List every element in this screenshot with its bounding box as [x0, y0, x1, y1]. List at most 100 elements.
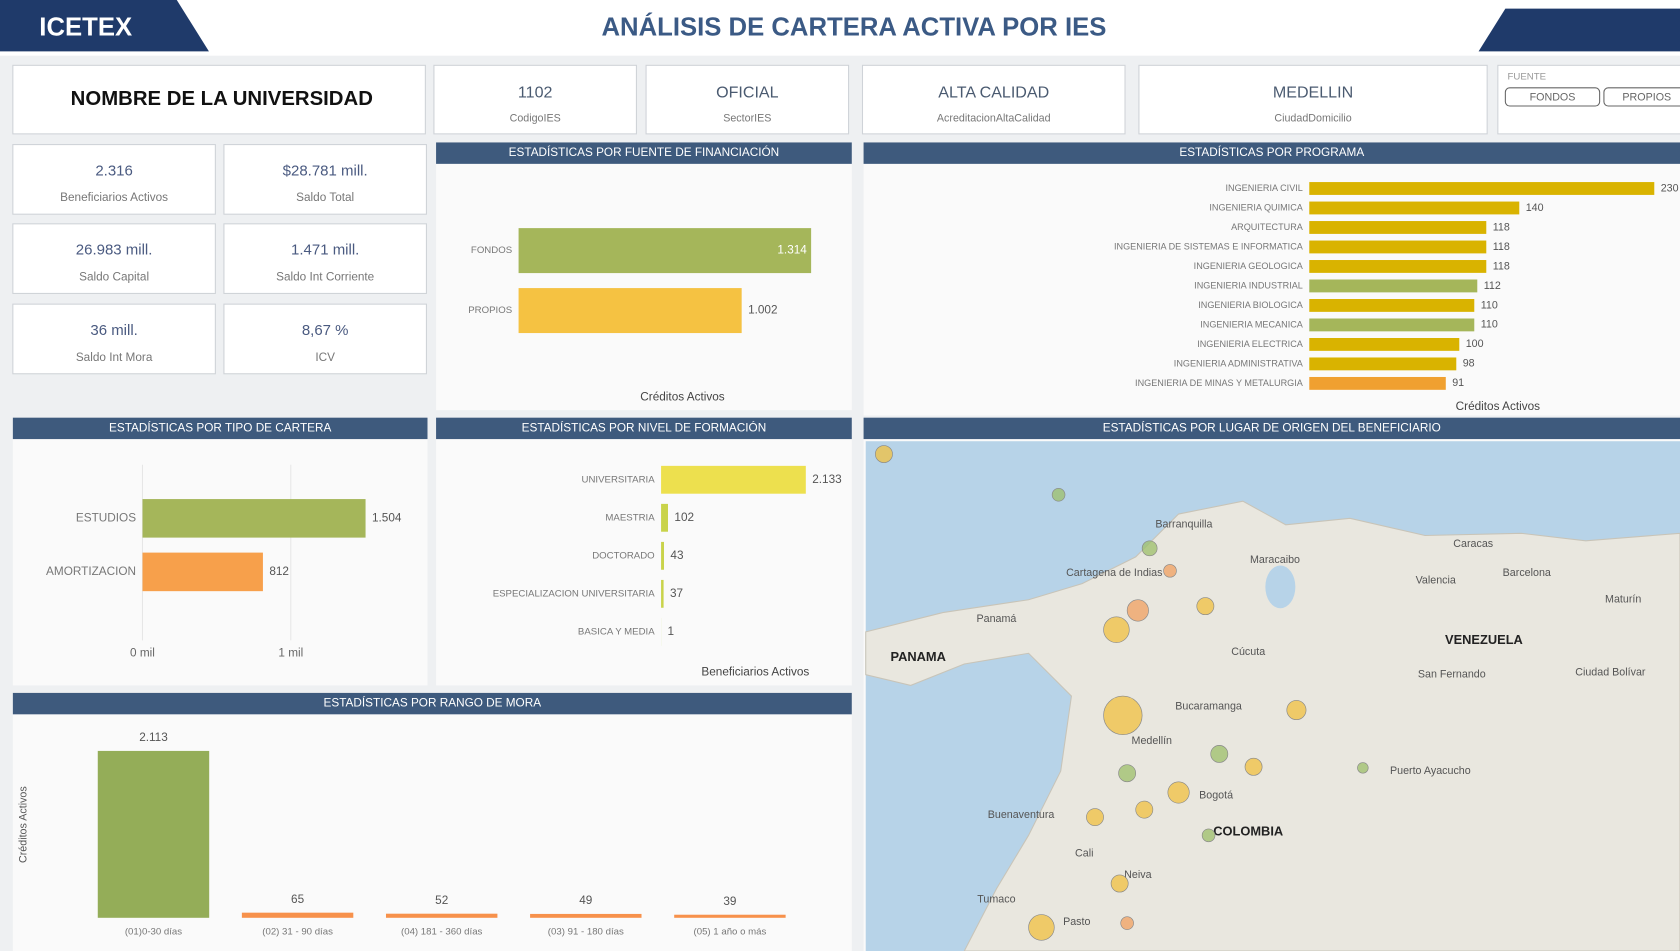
map-label: Bogotá: [1199, 790, 1233, 802]
kpi-card: [12, 223, 216, 294]
kpi-value: 8,67 %: [302, 322, 349, 339]
kpi-label: Beneficiarios Activos: [60, 191, 168, 204]
section-title: ESTADÍSTICAS POR PROGRAMA: [1179, 146, 1364, 159]
info-card: [433, 64, 637, 135]
bar: [1309, 299, 1475, 312]
bar: [674, 914, 786, 918]
slicer-button[interactable]: [1603, 87, 1680, 107]
kpi-card: [12, 144, 216, 215]
category-label: INGENIERIA MECANICA: [1200, 319, 1304, 329]
section-title: ESTADÍSTICAS POR NIVEL DE FORMACIÓN: [522, 421, 767, 434]
map-label: Maturín: [1605, 594, 1641, 606]
x-tick-label: 0 mil: [130, 646, 155, 659]
bar: [385, 913, 498, 918]
bar: [1309, 260, 1487, 273]
map-label: San Fernando: [1418, 669, 1486, 681]
info-label: CodigoIES: [510, 113, 561, 125]
section-header: [863, 417, 1680, 440]
map-bubble: [1118, 764, 1137, 783]
category-label: MAESTRIA: [605, 512, 655, 523]
bar: [518, 288, 742, 334]
section-title: ESTADÍSTICAS POR RANGO DE MORA: [324, 697, 542, 710]
value-label: 91: [1452, 377, 1464, 389]
kpi-label: ICV: [315, 351, 335, 364]
x-axis-title: Créditos Activos: [640, 390, 724, 403]
panel: [436, 142, 852, 411]
map-label: PANAMA: [890, 649, 945, 664]
category-label: FONDOS: [471, 245, 512, 256]
map-land: [865, 500, 1680, 951]
map-bubble: [875, 445, 893, 463]
slicer-option[interactable]: FONDOS: [1530, 91, 1576, 103]
category-label: (02) 31 - 90 días: [262, 926, 333, 937]
bar: [1309, 182, 1655, 195]
bar: [1309, 279, 1478, 293]
category-label: AMORTIZACION: [46, 565, 136, 578]
value-label: 52: [435, 894, 448, 907]
slicer-option[interactable]: PROPIOS: [1622, 91, 1671, 103]
bar: [1309, 376, 1446, 390]
value-label: 1.504: [372, 511, 402, 524]
info-value: OFICIAL: [716, 83, 779, 101]
map-label: Caracas: [1453, 538, 1493, 550]
section-header: [436, 417, 852, 440]
bar: [530, 913, 642, 918]
section-header: [12, 692, 852, 715]
category-label: UNIVERSITARIA: [582, 474, 656, 485]
map-label: COLOMBIA: [1213, 824, 1283, 839]
category-label: (03) 91 - 180 días: [548, 926, 624, 937]
value-label: 2.133: [812, 473, 842, 486]
info-card: [645, 64, 850, 135]
value-label: 98: [1463, 358, 1475, 370]
value-label: 118: [1493, 260, 1510, 272]
value-label: 1: [668, 625, 675, 638]
kpi-label: Saldo Int Mora: [76, 351, 153, 364]
info-label: AcreditacionAltaCalidad: [937, 113, 1051, 125]
kpi-value: 1.471 mill.: [291, 242, 359, 259]
value-label: 65: [291, 893, 305, 906]
map-bubble: [1103, 695, 1143, 735]
category-label: ARQUITECTURA: [1231, 222, 1304, 232]
value-label: 110: [1481, 299, 1498, 311]
map-label: Buenaventura: [988, 809, 1055, 821]
value-label: 39: [723, 895, 736, 908]
logo-shape: [0, 0, 209, 52]
category-label: PROPIOS: [468, 305, 512, 316]
map-label: Valencia: [1416, 574, 1456, 586]
bar: [1309, 221, 1487, 234]
university-name: NOMBRE DE LA UNIVERSIDAD: [71, 88, 373, 110]
bar: [661, 465, 806, 494]
map-bubble: [1120, 916, 1134, 930]
category-label: (04) 181 - 360 días: [401, 926, 483, 937]
value-label: 2.113: [139, 731, 168, 744]
value-label: 112: [1484, 280, 1501, 292]
panel: [436, 417, 852, 686]
y-axis-title: Créditos Activos: [17, 786, 29, 863]
map-bubble: [1051, 488, 1066, 502]
map-bubble: [1357, 762, 1369, 774]
map-bubble: [1210, 745, 1229, 763]
section-title: ESTADÍSTICAS POR FUENTE DE FINANCIACIÓN: [509, 146, 779, 159]
map-label: Puerto Ayacucho: [1390, 765, 1471, 777]
value-label: 812: [269, 565, 289, 578]
category-label: INGENIERIA DE SISTEMAS E INFORMATICA: [1114, 241, 1304, 251]
bar: [661, 579, 664, 608]
map-bubble: [1167, 781, 1190, 804]
map-label: Cali: [1075, 847, 1093, 859]
header-decoration: [1478, 8, 1680, 52]
value-label: 110: [1481, 319, 1498, 331]
x-axis-title: Beneficiarios Activos: [701, 666, 809, 679]
info-label: CiudadDomicilio: [1274, 113, 1351, 125]
category-label: (05) 1 año o más: [694, 926, 767, 937]
slicer-button[interactable]: [1504, 87, 1601, 107]
map-label: Barranquilla: [1155, 519, 1212, 531]
map-bubble: [1141, 540, 1158, 557]
value-label: 118: [1493, 241, 1510, 253]
map-label: Tumaco: [977, 893, 1015, 905]
value-label: 49: [579, 894, 592, 907]
map-label: Neiva: [1124, 869, 1151, 881]
kpi-value: 2.316: [95, 162, 133, 179]
category-label: INGENIERIA ADMINISTRATIVA: [1174, 358, 1304, 368]
bar: [241, 912, 354, 918]
